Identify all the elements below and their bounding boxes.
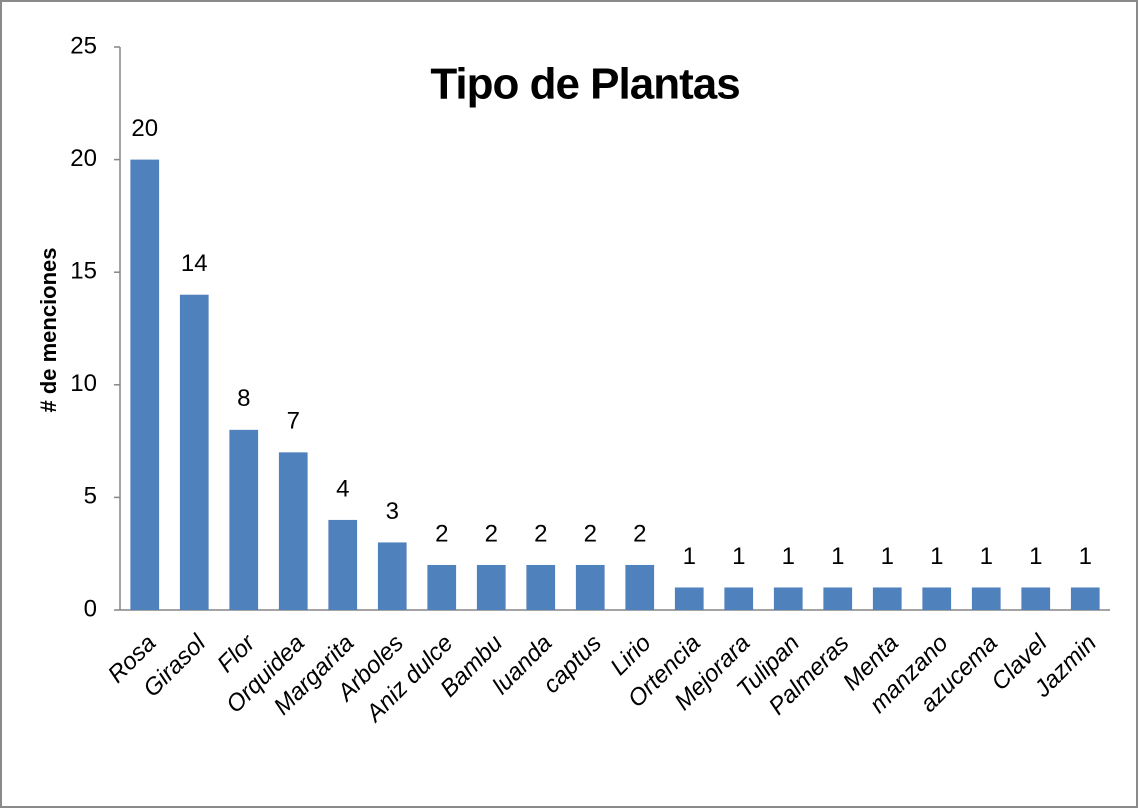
- bar: [625, 564, 655, 610]
- bar: [427, 564, 457, 610]
- bar: [922, 587, 952, 610]
- bar: [377, 542, 407, 610]
- chart-title: Tipo de Plantas: [430, 60, 739, 109]
- y-tick-label: 0: [84, 595, 97, 622]
- bar: [971, 587, 1001, 610]
- data-label: 1: [930, 543, 943, 570]
- data-label: 1: [831, 543, 844, 570]
- bar: [724, 587, 754, 610]
- data-label: 1: [1029, 543, 1042, 570]
- data-label: 2: [633, 520, 646, 547]
- data-label: 2: [435, 520, 448, 547]
- data-label: 7: [287, 408, 300, 435]
- bar: [1070, 587, 1100, 610]
- data-label: 2: [534, 520, 547, 547]
- bar: [526, 564, 556, 610]
- data-label: 20: [131, 115, 158, 142]
- data-label: 8: [237, 385, 250, 412]
- data-label: 2: [485, 520, 498, 547]
- bar: [476, 564, 506, 610]
- bar: [130, 159, 160, 610]
- y-tick-label: 25: [70, 32, 97, 59]
- bar: [823, 587, 853, 610]
- bar: [229, 429, 259, 610]
- data-label: 1: [980, 543, 993, 570]
- bar: [575, 564, 605, 610]
- data-label: 1: [732, 543, 745, 570]
- data-label: 1: [881, 543, 894, 570]
- y-tick-label: 10: [70, 370, 97, 397]
- bar: [872, 587, 902, 610]
- data-label: 2: [584, 520, 597, 547]
- bar: [1021, 587, 1051, 610]
- data-label: 1: [1079, 543, 1092, 570]
- y-tick-label: 15: [70, 258, 97, 285]
- bar: [773, 587, 803, 610]
- bar: [328, 519, 358, 610]
- bar: [674, 587, 704, 610]
- bar: [179, 294, 209, 610]
- data-label: 1: [782, 543, 795, 570]
- bar: [278, 452, 308, 610]
- data-label: 14: [181, 250, 208, 277]
- y-tick-label: 20: [70, 145, 97, 172]
- data-label: 3: [386, 498, 399, 525]
- y-tick-label: 5: [84, 483, 97, 510]
- data-label: 4: [336, 475, 349, 502]
- y-axis-label: # de menciones: [36, 247, 61, 412]
- data-label: 1: [683, 543, 696, 570]
